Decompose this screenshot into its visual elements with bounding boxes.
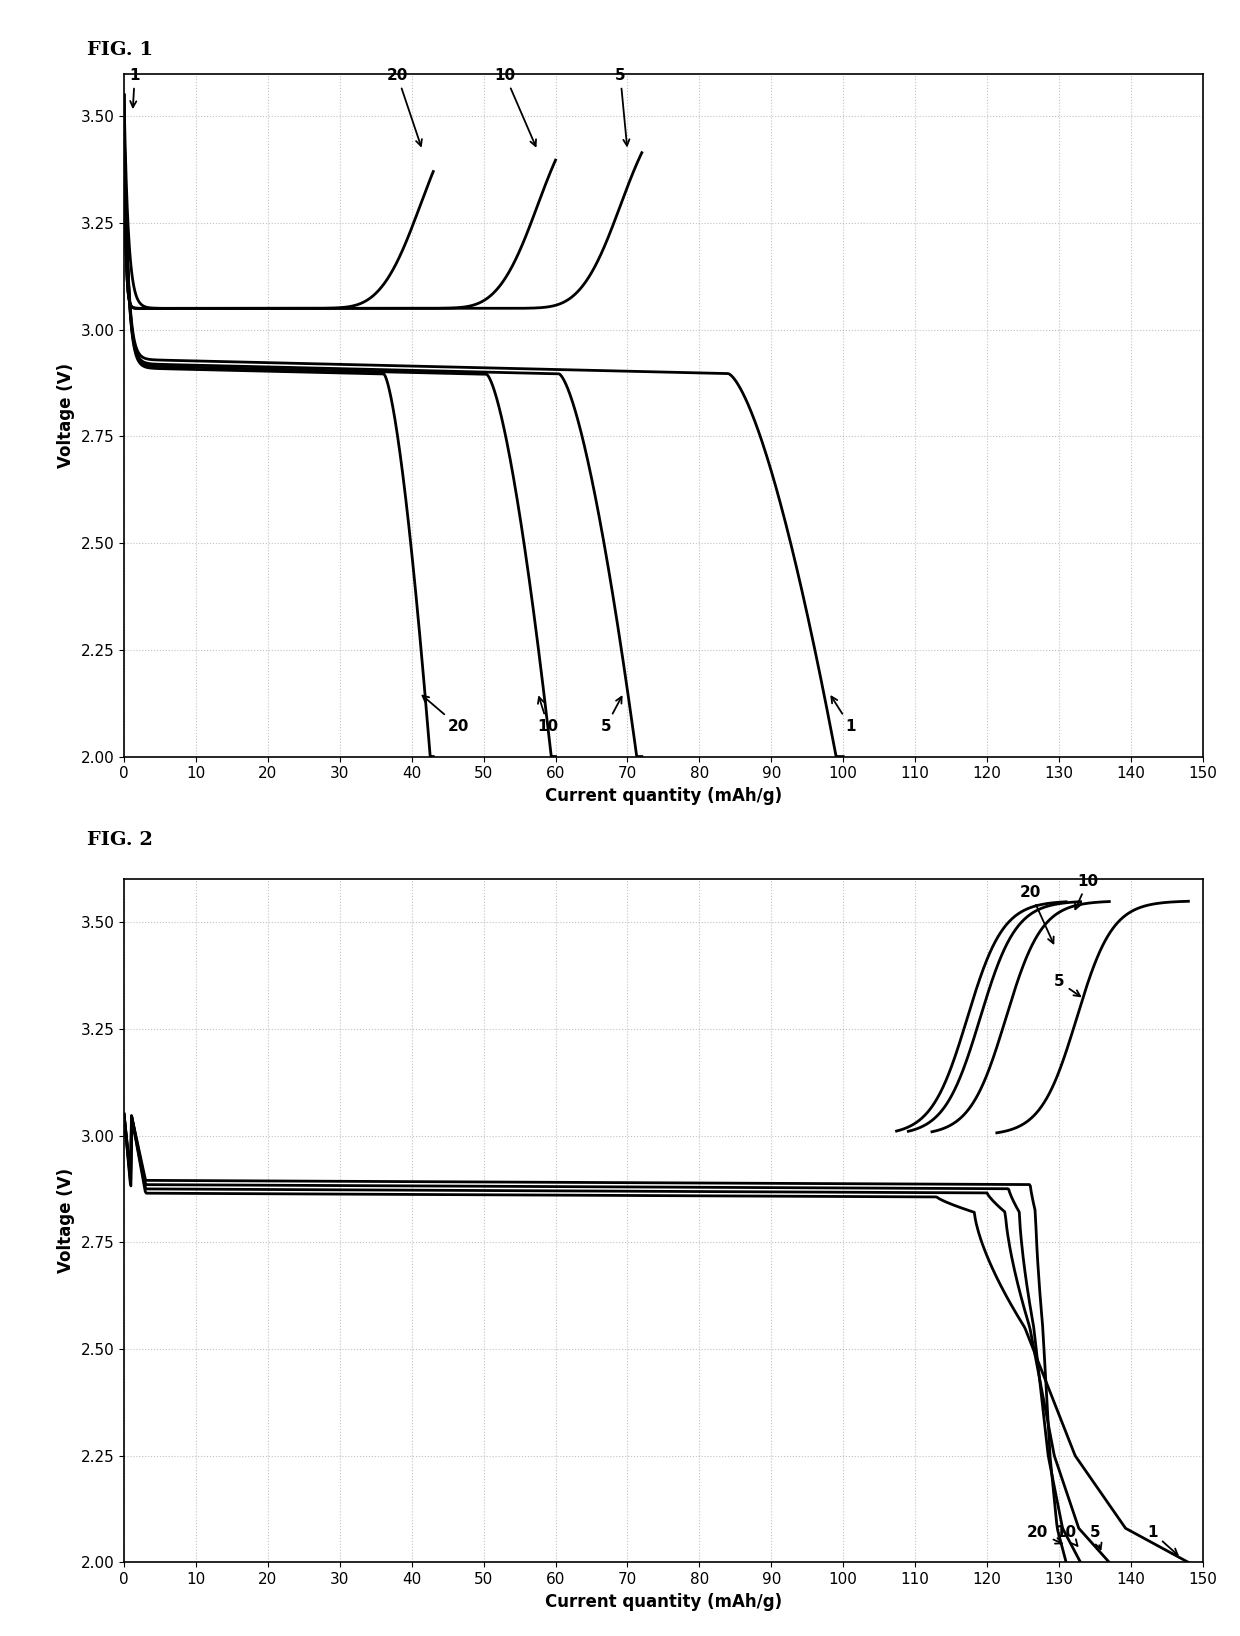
Text: 1: 1 [831,697,856,735]
Text: 20: 20 [1027,1525,1061,1544]
Text: 1: 1 [1147,1525,1178,1554]
X-axis label: Current quantity (mAh/g): Current quantity (mAh/g) [544,1593,782,1611]
Text: 1: 1 [129,69,140,108]
X-axis label: Current quantity (mAh/g): Current quantity (mAh/g) [544,787,782,805]
Text: 5: 5 [600,697,621,735]
Y-axis label: Voltage (V): Voltage (V) [57,1168,74,1273]
Text: FIG. 2: FIG. 2 [87,831,153,849]
Text: 20: 20 [387,69,422,146]
Text: 10: 10 [1055,1525,1078,1546]
Text: 20: 20 [423,695,469,735]
Y-axis label: Voltage (V): Voltage (V) [57,363,74,468]
Text: 10: 10 [1075,874,1099,910]
Text: 20: 20 [1019,885,1054,944]
Text: 10: 10 [495,69,536,146]
Text: FIG. 1: FIG. 1 [87,41,153,59]
Text: 5: 5 [1054,973,1080,996]
Text: 10: 10 [538,697,559,735]
Text: 5: 5 [1090,1525,1101,1549]
Text: 5: 5 [615,69,630,146]
